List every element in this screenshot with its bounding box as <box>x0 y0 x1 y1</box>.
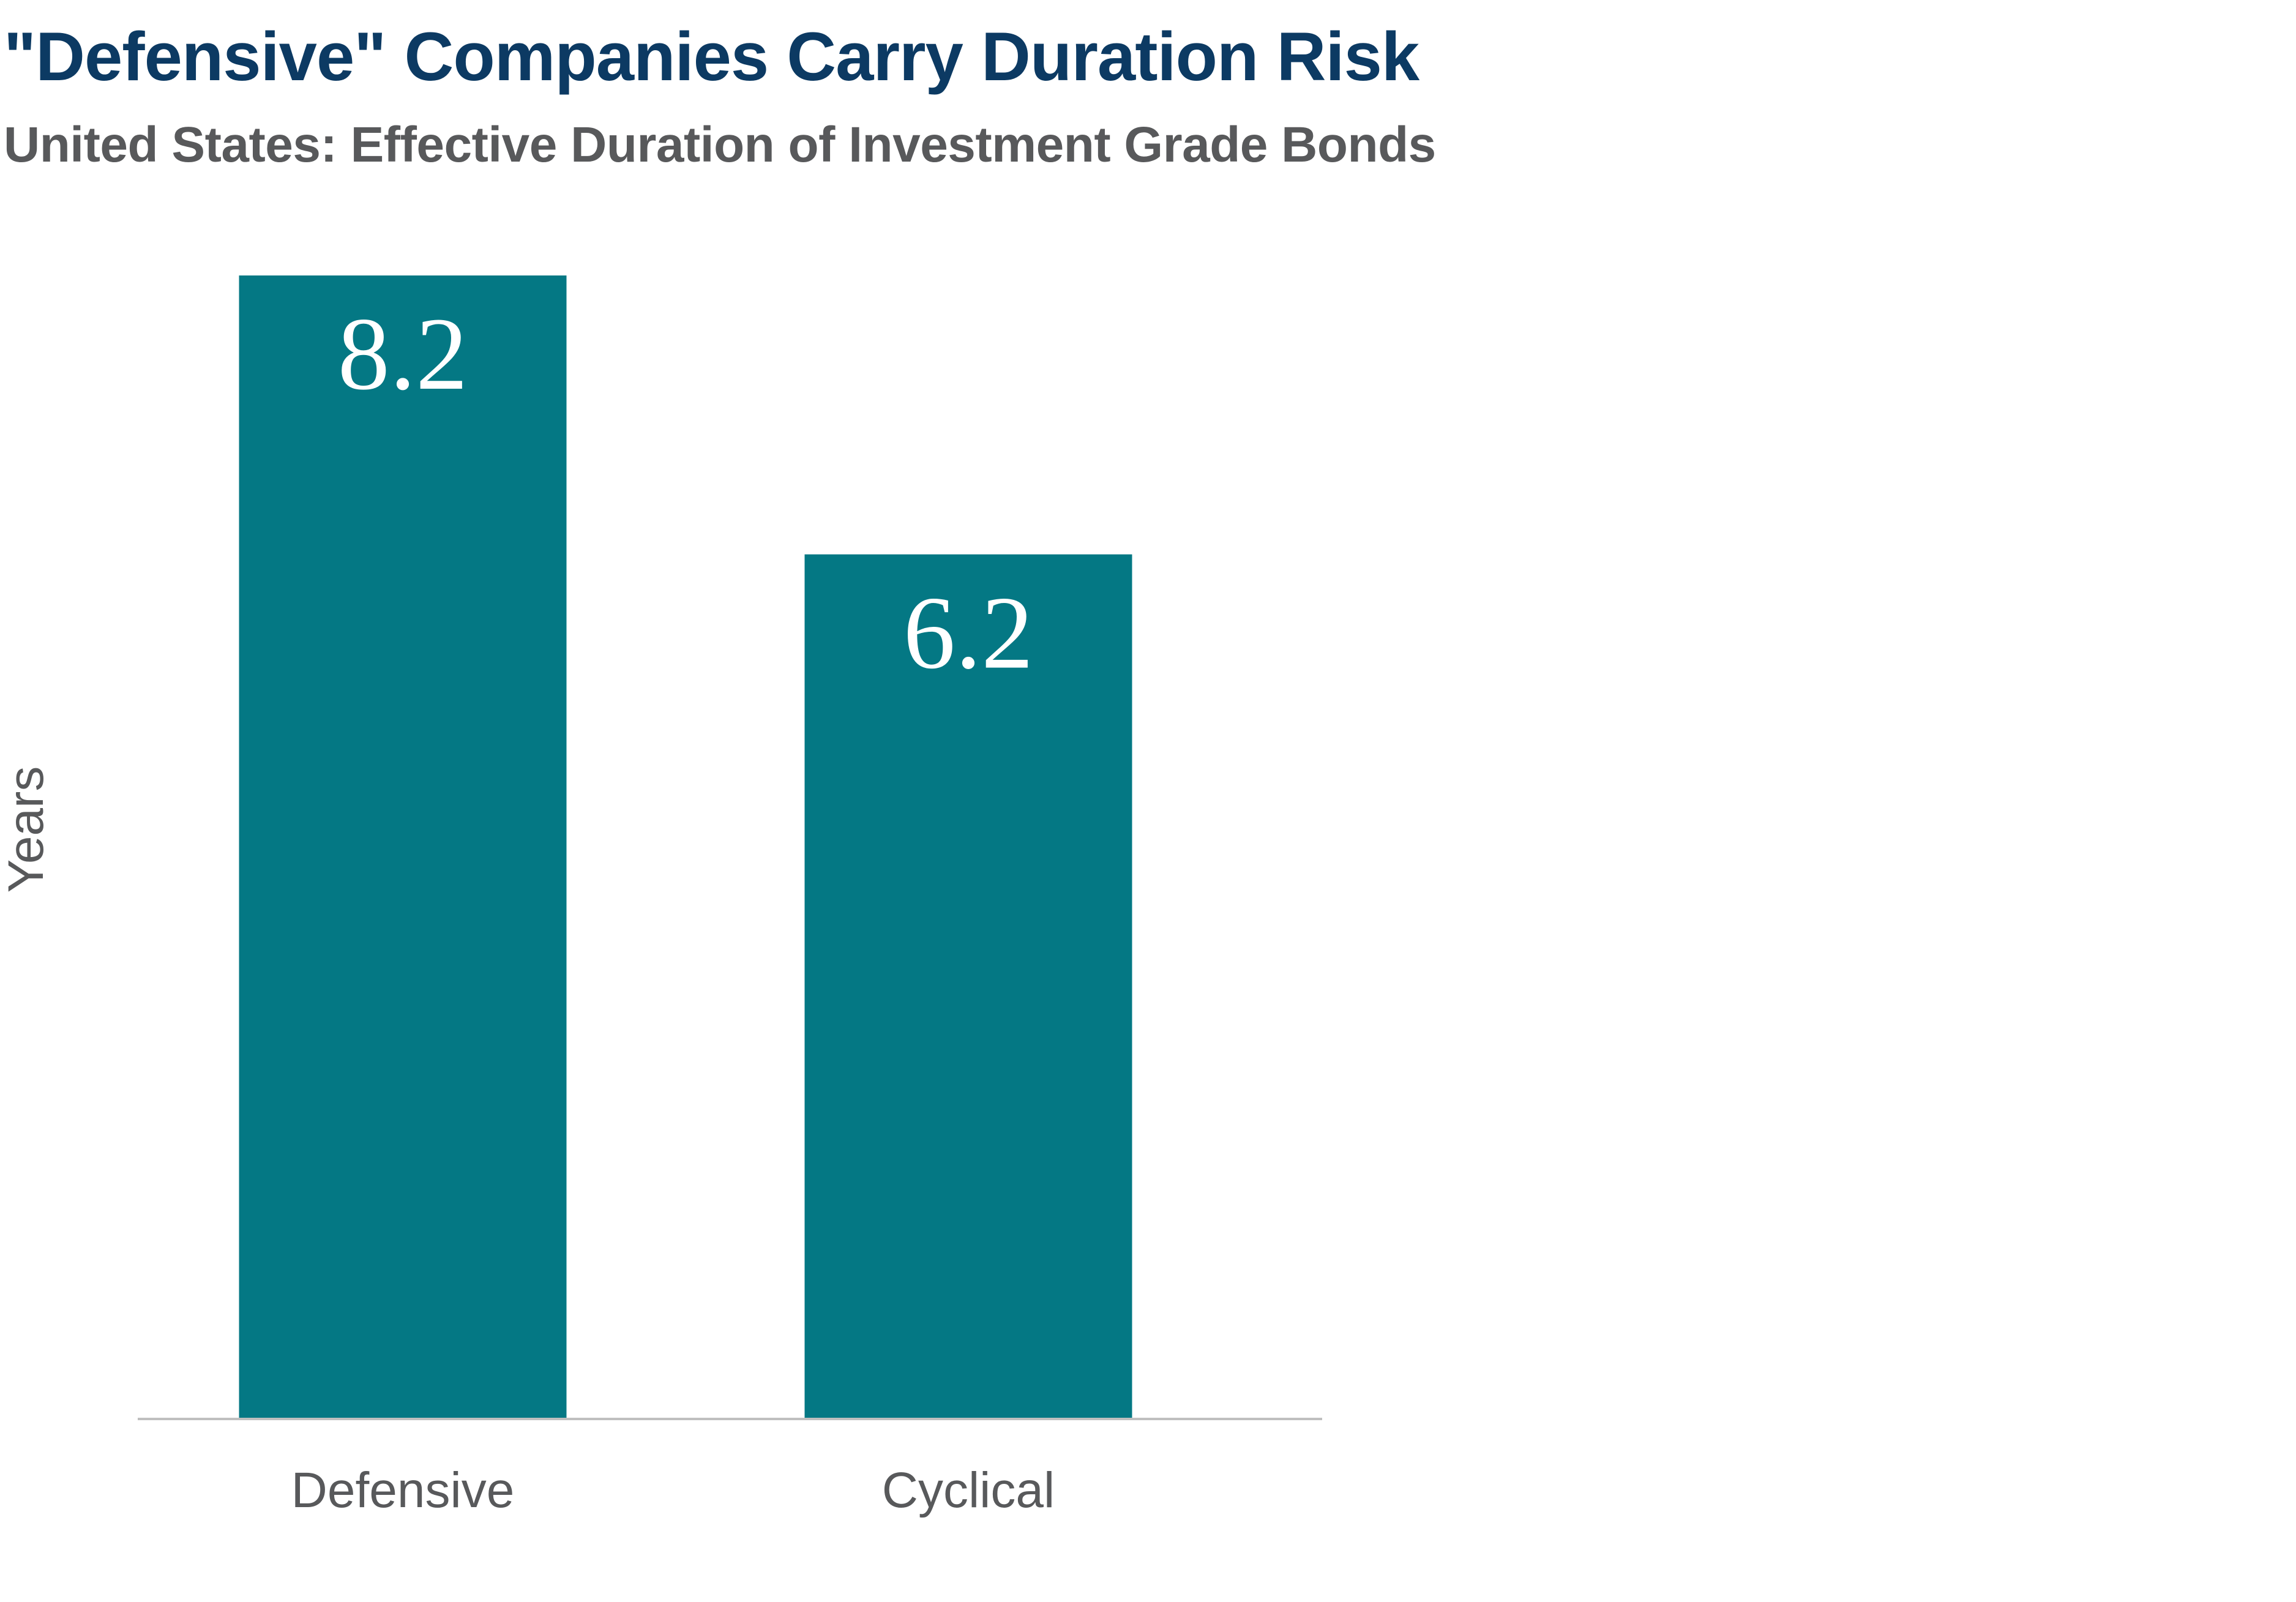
y-axis-label: Years <box>0 766 54 893</box>
labels-layer: 8.2 Defensive 6.2 Cyclical <box>291 296 1055 1518</box>
data-label-defensive: 8.2 <box>338 296 468 411</box>
data-label-cyclical: 6.2 <box>903 575 1034 691</box>
bars-layer <box>239 275 1132 1420</box>
bar-cyclical <box>804 554 1132 1420</box>
chart-subtitle: United States: Effective Duration of Inv… <box>4 117 1436 173</box>
chart-title: "Defensive" Companies Carry Duration Ris… <box>4 18 1419 95</box>
x-tick-label-defensive: Defensive <box>291 1462 515 1518</box>
bar-defensive <box>239 275 567 1420</box>
x-tick-label-cyclical: Cyclical <box>882 1462 1055 1518</box>
